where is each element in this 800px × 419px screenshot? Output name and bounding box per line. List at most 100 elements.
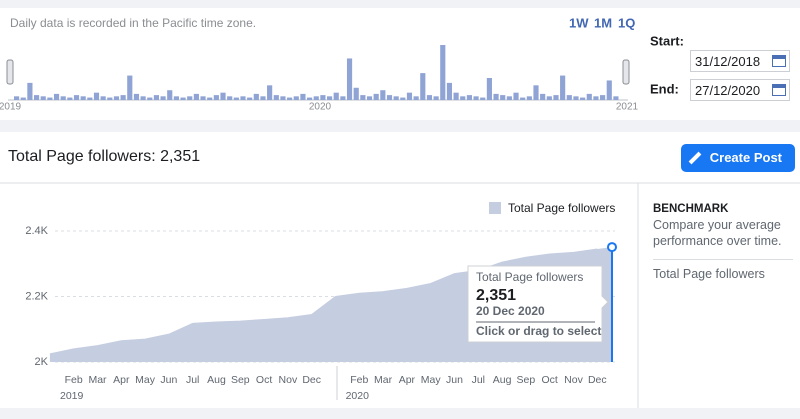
- timeline-bar: [446, 82, 453, 100]
- calendar-icon[interactable]: [772, 84, 786, 96]
- x-tick-label: Oct: [542, 374, 558, 386]
- timeline-bar: [473, 96, 479, 100]
- timeline-bar: [87, 97, 93, 100]
- range-1q[interactable]: 1Q: [618, 15, 635, 30]
- sidebar-text: Compare your average performance over ti…: [653, 218, 782, 248]
- timeline-bar: [460, 96, 466, 100]
- x-group-label: 2019: [60, 390, 84, 402]
- create-post-button[interactable]: Create Post: [681, 144, 795, 172]
- timeline-bar: [247, 97, 253, 100]
- x-tick-label: Feb: [65, 374, 83, 386]
- timeline-bar: [606, 80, 612, 100]
- timeline-bar: [500, 95, 506, 100]
- timeline-bar: [373, 93, 379, 100]
- timeline-bar: [20, 97, 26, 100]
- timeline-bar: [280, 96, 286, 100]
- timeline-bar: [420, 73, 426, 100]
- calendar-icon[interactable]: [772, 55, 786, 67]
- timeline-bar: [153, 95, 160, 100]
- range-1w[interactable]: 1W: [569, 15, 589, 30]
- timeline-bar: [480, 97, 486, 100]
- timeline-bar: [107, 97, 113, 100]
- timeline-bar: [586, 93, 592, 100]
- tooltip-box: [467, 265, 609, 343]
- timeline-bar: [200, 96, 206, 100]
- start-input[interactable]: 31/12/2018: [690, 50, 790, 72]
- timeline-bar: [133, 93, 140, 100]
- timeline-bar: [486, 78, 492, 100]
- timeline-bar: [193, 93, 199, 100]
- timeline-bar: [27, 82, 33, 100]
- timeline-bar: [100, 96, 106, 100]
- timeline-bar: [513, 92, 519, 100]
- timeline-bar: [600, 95, 606, 100]
- tooltip-title: Total Page followers: [476, 270, 583, 284]
- timeline-bar: [253, 93, 259, 100]
- timeline-bar: [287, 97, 293, 100]
- timeline-bar: [426, 95, 433, 100]
- timeline-bar: [366, 96, 373, 100]
- timeline-bar: [47, 97, 53, 100]
- timeline-bar: [300, 93, 306, 100]
- timeline-label: 2021: [616, 102, 639, 113]
- y-tick-label: 2.4K: [25, 225, 48, 237]
- timeline-bar: [293, 96, 299, 100]
- timeline-bar: [14, 96, 20, 100]
- timeline-bar: [393, 96, 399, 100]
- timeline-bar: [520, 97, 526, 100]
- end-value: 27/12/2020: [695, 83, 761, 98]
- timeline-bar: [127, 75, 133, 100]
- x-tick-label: Nov: [564, 374, 583, 386]
- end-label: End:: [650, 81, 679, 96]
- y-tick-label: 2.2K: [25, 290, 48, 302]
- timeline-bar: [580, 97, 586, 100]
- pencil-icon: [688, 151, 702, 165]
- end-input[interactable]: 27/12/2020: [690, 79, 790, 101]
- tooltip-hint: Click or drag to select: [476, 324, 601, 338]
- timeline-bar: [140, 96, 146, 100]
- timeline-bar: [167, 90, 173, 100]
- timeline-bar: [233, 97, 239, 100]
- timeline-label: 2020: [309, 102, 332, 113]
- timeline-bar: [433, 96, 439, 100]
- timeline-bar: [67, 97, 73, 100]
- timeline-bar: [560, 75, 566, 100]
- timeline-bar: [313, 96, 319, 100]
- timeline-bar: [113, 96, 120, 100]
- y-tick-label: 2K: [35, 356, 49, 368]
- timeline-bar: [213, 95, 219, 100]
- timeline-bar: [73, 95, 80, 100]
- timeline-bar: [60, 96, 66, 100]
- x-tick-label: Sep: [231, 374, 250, 386]
- range-1m[interactable]: 1M: [594, 15, 612, 30]
- sidebar-metric: Total Page followers: [653, 259, 793, 282]
- range-handle[interactable]: [622, 59, 630, 85]
- timeline-bar: [53, 93, 60, 100]
- timeline-panel: [0, 8, 800, 120]
- timeline-bar: [273, 95, 279, 100]
- x-tick-label: Jun: [446, 374, 463, 386]
- timeline-bar: [40, 96, 46, 100]
- x-tick-label: Jun: [160, 374, 177, 386]
- timeline-bar: [493, 93, 499, 100]
- area-line: [49, 248, 598, 355]
- x-tick-label: Aug: [207, 374, 226, 386]
- x-tick-label: May: [421, 374, 442, 386]
- range-handle[interactable]: [6, 59, 14, 85]
- timeline-bar: [33, 95, 40, 100]
- x-tick-label: Oct: [256, 374, 272, 386]
- summary-title: Total Page followers: 2,351: [8, 148, 200, 165]
- timeline-bar: [160, 96, 166, 100]
- x-group-label: 2020: [346, 390, 370, 402]
- x-tick-label: Jul: [472, 374, 485, 386]
- timeline-bar: [553, 95, 559, 100]
- x-tick-label: Aug: [493, 374, 512, 386]
- x-tick-label: May: [135, 374, 156, 386]
- x-tick-label: Apr: [399, 374, 416, 386]
- x-tick-label: Sep: [517, 374, 536, 386]
- timeline-bar: [320, 95, 326, 100]
- timeline-bar: [466, 95, 472, 100]
- x-tick-label: Dec: [302, 374, 321, 386]
- x-tick-label: Nov: [279, 374, 298, 386]
